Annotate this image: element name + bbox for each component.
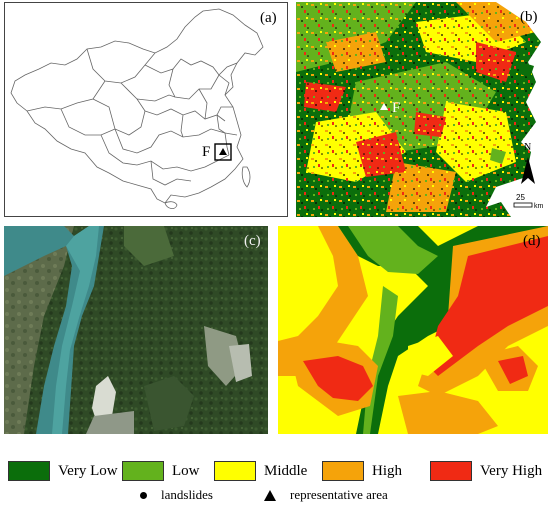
legend-item-very-low: Very Low	[8, 460, 118, 482]
panel-a-china-map: (a) F	[4, 2, 288, 217]
triangle-icon	[264, 489, 276, 501]
legend-item-very-high: Very High	[430, 460, 542, 482]
scale-bar	[513, 202, 533, 208]
north-label: N	[524, 142, 532, 153]
site-label-f: F	[392, 100, 401, 116]
panel-label-a: (a)	[260, 10, 277, 26]
triangle-icon	[380, 103, 388, 110]
legend-item-high: High	[322, 460, 402, 482]
legend-item-middle: Middle	[214, 460, 307, 482]
triangle-icon	[219, 148, 227, 155]
legend-label: High	[372, 462, 402, 479]
legend-item-low: Low	[122, 460, 200, 482]
map-legend: Very Low Low Middle High Very High lands…	[0, 450, 550, 509]
legend-label: representative area	[290, 487, 388, 502]
legend-swatch	[430, 461, 472, 481]
dot-icon	[140, 491, 147, 499]
panel-label-d: (d)	[523, 233, 541, 249]
scale-unit: km	[534, 203, 544, 210]
panel-label-c: (c)	[244, 233, 261, 249]
legend-label: Very Low	[58, 462, 118, 479]
panel-b-susceptibility-map: (b) F N 25 km	[296, 2, 548, 217]
study-area-box	[214, 143, 232, 161]
panel-c-satellite-image: (c)	[4, 226, 268, 434]
north-arrow-icon	[521, 157, 535, 184]
site-label-f: F	[202, 144, 211, 160]
scale-value: 25	[516, 193, 525, 202]
susceptibility-map-region	[296, 2, 548, 217]
satellite-image	[4, 226, 268, 434]
panel-d-zoomed-susceptibility: (d)	[278, 226, 548, 434]
legend-swatch	[214, 461, 256, 481]
legend-label: landslides	[161, 487, 213, 502]
legend-item-representative-area: representative area	[264, 487, 388, 503]
legend-swatch	[122, 461, 164, 481]
legend-item-landslides: landslides	[140, 487, 213, 503]
legend-label: Very High	[480, 462, 543, 479]
legend-swatch	[8, 461, 50, 481]
panel-label-b: (b)	[520, 9, 538, 25]
legend-swatch	[322, 461, 364, 481]
legend-label: Middle	[264, 462, 308, 479]
zoomed-susceptibility-raster	[278, 226, 548, 434]
china-outline-map	[10, 8, 264, 209]
legend-label: Low	[172, 462, 200, 479]
